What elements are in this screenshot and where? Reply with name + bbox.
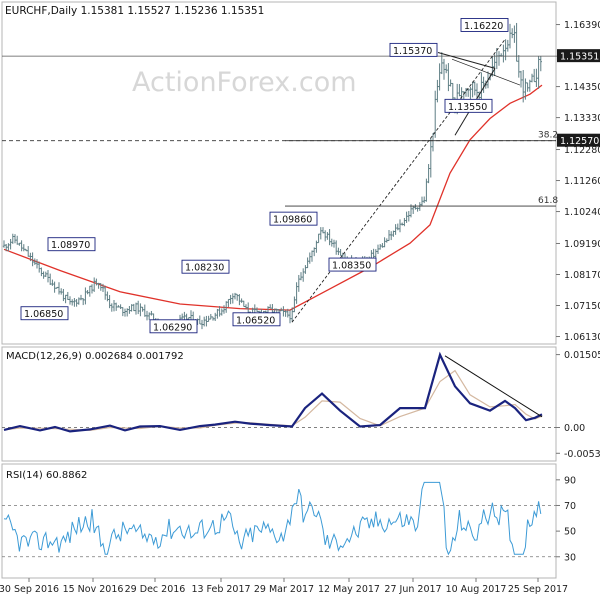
date-tick-label: 29 Dec 2016 (125, 584, 186, 595)
fib-38-value-label: 1.12570 (560, 136, 599, 147)
price-tick-label: 1.13330 (564, 113, 600, 124)
annotation-box (460, 18, 509, 32)
macd-line (3, 351, 543, 433)
price-tick-label: 1.08170 (564, 270, 600, 281)
annotation-box (47, 237, 96, 252)
annotation-box (181, 259, 230, 274)
macd-tick-label: -0.005321 (564, 449, 600, 460)
price-tick-label: 1.06130 (564, 332, 600, 343)
price-tick-label: 1.12280 (564, 145, 600, 156)
watermark: ActionForex.com (132, 67, 357, 98)
fib-38-value-label-bg (557, 133, 600, 147)
annotation-box (444, 98, 493, 113)
macd-panel: MACD(12,26,9) 0.002684 0.001792 0.015052… (1, 346, 600, 462)
rsi-panel: RSI(14) 60.8862 90 70 50 30 (1, 463, 576, 579)
price-tick-label: 1.16390 (564, 20, 600, 31)
rsi-tick-label: 70 (564, 501, 576, 512)
annotation-label: 1.08970 (51, 240, 90, 251)
moving-average-path (3, 84, 543, 311)
macd-tick-label: 0.00 (564, 423, 585, 434)
header-text: EURCHF,Daily 1.15381 1.15527 1.15236 1.1… (5, 5, 264, 17)
fib-38-label: 38.2 (538, 131, 558, 141)
rsi-tick-label: 90 (564, 475, 576, 486)
rsi-line (3, 481, 542, 556)
rsi-tick-label: 50 (564, 527, 576, 538)
date-tick-label: 10 Aug 2017 (446, 584, 507, 595)
current-price-label: 1.15351 (560, 52, 599, 63)
date-tick-label: 12 May 2017 (318, 584, 380, 595)
annotation-label: 1.16220 (464, 21, 503, 32)
current-price-label-bg (557, 49, 600, 63)
annotation-box (232, 312, 281, 327)
price-annotations: 1.08970 1.06850 1.08230 1.06290 1.06520 1.098… (20, 18, 509, 334)
annotation-box (389, 42, 438, 57)
rsi-axis: 90 70 50 30 (2, 475, 576, 563)
annotation-label: 1.06850 (24, 309, 63, 320)
macd-divergence-line (444, 355, 543, 418)
annotation-label: 1.13550 (448, 102, 487, 113)
rsi-path (3, 481, 542, 556)
annotation-label: 1.06520 (236, 315, 275, 326)
annotation-box (149, 319, 198, 334)
date-tick-label: 25 Sep 2017 (508, 584, 568, 595)
price-tick-label: 1.07150 (564, 301, 600, 312)
price-tick-label: 1.09190 (564, 239, 600, 250)
annotation-label: 1.15370 (393, 46, 432, 57)
annotation-label: 1.09860 (273, 215, 312, 226)
rsi-tick-label: 30 (564, 552, 576, 563)
annotation-box (328, 257, 377, 272)
price-tick-label: 1.14350 (564, 82, 600, 93)
macd-tick-label: 0.015052 (564, 350, 600, 361)
price-axis: 1.163901.153501.143501.133301.122801.112… (556, 20, 600, 343)
fib-61-label: 61.8 (538, 196, 558, 206)
trend-lines: 38.2 61.8 1.15351 1.12570 (2, 39, 600, 323)
annotation-label: 1.08230 (185, 263, 224, 274)
price-panel: EURCHF,Daily 1.15381 1.15527 1.15236 1.1… (1, 1, 600, 345)
date-tick-label: 27 Jun 2017 (384, 584, 441, 595)
price-tick-label: 1.11260 (564, 176, 600, 187)
date-tick-label: 30 Sep 2016 (0, 584, 59, 595)
annotation-label: 1.08350 (332, 261, 371, 272)
dashed-trend-line (291, 39, 506, 323)
date-axis: 30 Sep 2016 15 Nov 2016 29 Dec 2016 13 Feb … (0, 578, 568, 595)
channel-top-line (437, 52, 496, 69)
rsi-title: RSI(14) 60.8862 (6, 470, 87, 481)
macd-title: MACD(12,26,9) 0.002684 0.001792 (6, 351, 184, 362)
date-tick-label: 13 Feb 2017 (191, 584, 250, 595)
annotation-box (20, 306, 69, 321)
date-tick-label: 15 Nov 2016 (63, 584, 124, 595)
price-tick-label: 1.10240 (564, 207, 600, 218)
wedge-line (451, 58, 521, 86)
annotation-box (269, 211, 318, 226)
macd-lines (3, 351, 543, 433)
annotation-label: 1.06290 (153, 322, 192, 333)
date-tick-label: 29 Mar 2017 (254, 584, 314, 595)
moving-average-line (3, 84, 543, 311)
